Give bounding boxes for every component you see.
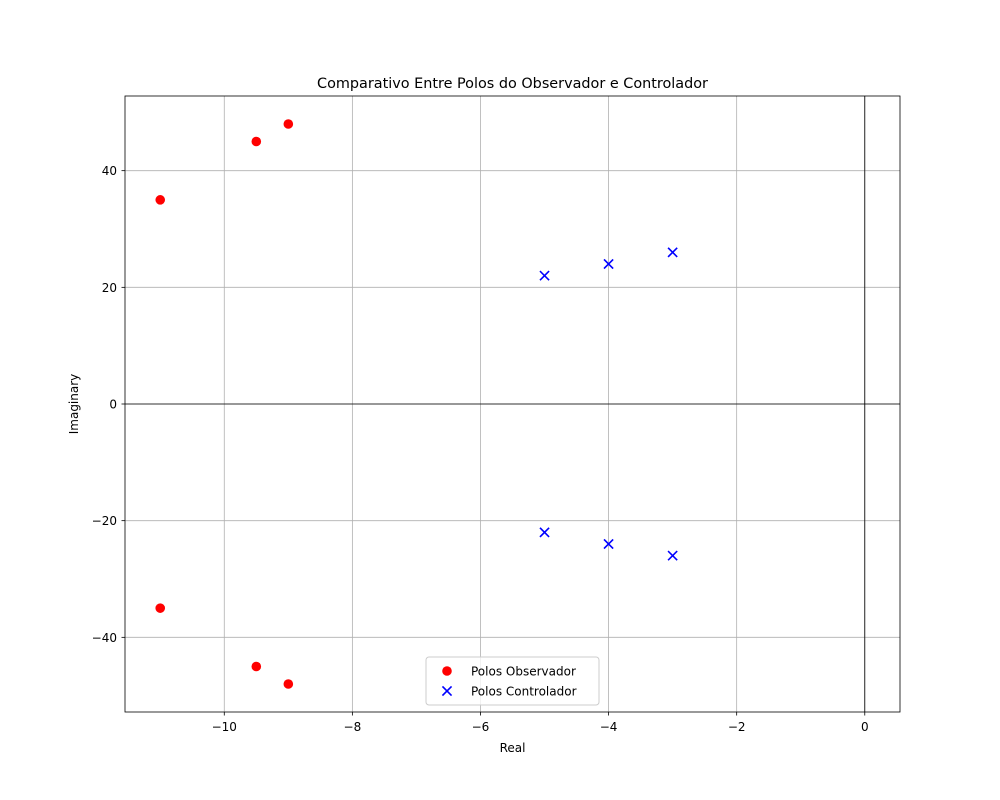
y-tick-label: 0: [109, 398, 117, 412]
x-tick-label: −8: [344, 720, 362, 734]
x-tick-label: −2: [728, 720, 746, 734]
y-tick-label: −40: [92, 631, 117, 645]
controller-pole-point: [539, 527, 550, 538]
x-tick-label: −6: [472, 720, 490, 734]
observer-pole-point: [155, 603, 166, 613]
y-tick-label: 20: [102, 281, 117, 295]
y-axis-label: Imaginary: [67, 374, 81, 435]
legend: Polos Observador Polos Controlador: [425, 656, 600, 706]
y-tick-label: 40: [102, 164, 117, 178]
controller-pole-point: [539, 270, 550, 281]
chart-title: Comparativo Entre Polos do Observador e …: [317, 76, 708, 92]
controller-pole-point: [603, 258, 614, 270]
legend-entry: Polos Controlador: [471, 685, 577, 699]
controller-pole-point: [603, 538, 614, 550]
observer-pole-point: [251, 661, 262, 672]
observer-pole-point: [283, 119, 294, 129]
legend-entry: Polos Observador: [471, 665, 576, 679]
legend-marker: [442, 666, 452, 676]
observer-pole-point: [251, 136, 262, 147]
x-axis-label: Real: [500, 741, 526, 755]
x-tick-label: −4: [600, 720, 618, 734]
x-tick-label: −10: [212, 720, 237, 734]
x-tick-label: 0: [861, 720, 869, 734]
y-tick-label: −20: [92, 514, 117, 528]
zero-lines: [125, 96, 900, 712]
observer-pole-point: [283, 679, 294, 689]
legend-marker: [441, 685, 453, 697]
controller-pole-point: [667, 550, 678, 561]
controller-pole-point: [667, 247, 678, 258]
data-points: [155, 119, 678, 689]
observer-pole-point: [155, 195, 166, 205]
legend-box: [425, 656, 600, 706]
